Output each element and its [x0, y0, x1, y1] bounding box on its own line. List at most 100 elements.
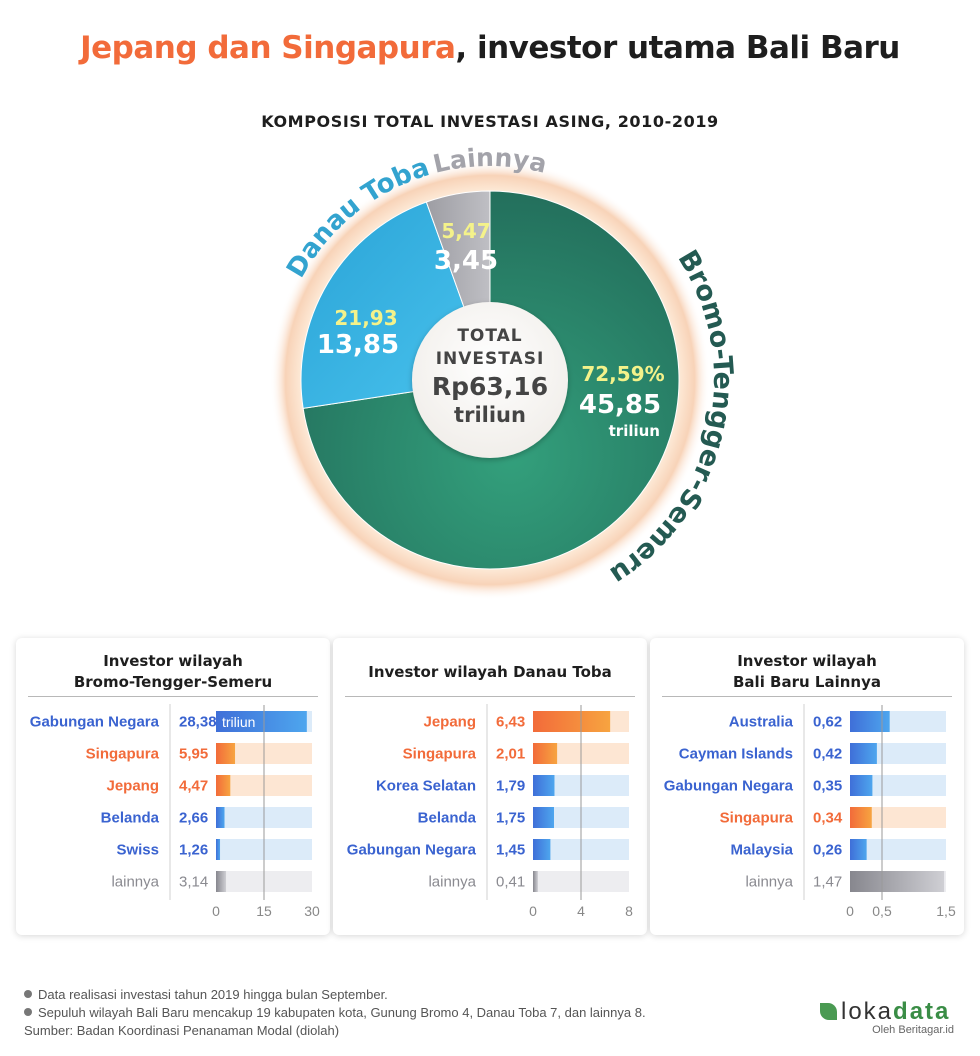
tick-label: 8: [625, 903, 633, 919]
center-label: INVESTASI: [436, 349, 545, 369]
bar-chart: Australia 0,62 Cayman Islands 0,42 Gabungan …: [664, 704, 956, 919]
center-unit: triliun: [454, 403, 526, 427]
unit-label: triliun: [222, 714, 255, 730]
bar: [533, 711, 611, 732]
category-label: Korea Selatan: [376, 778, 476, 795]
panel-title-line: Investor wilayah Danau Toba: [368, 663, 612, 681]
category-label: Australia: [729, 714, 794, 731]
page-title-accent: Jepang dan Singapura: [80, 30, 456, 66]
value-label: 3,14: [179, 874, 208, 891]
footnote: Data realisasi investasi tahun 2019 hing…: [24, 986, 646, 1004]
tick-label: 4: [577, 903, 585, 919]
panel-title-danau-toba: Investor wilayah Danau Toba: [333, 662, 647, 683]
category-label: Singapura: [403, 746, 477, 763]
brand-name-part: loka: [841, 998, 894, 1025]
category-label: Belanda: [101, 810, 160, 827]
value-label: 1,26: [179, 842, 208, 859]
bar: [216, 775, 231, 796]
category-label: Gabungan Negara: [664, 778, 794, 795]
bar: [533, 839, 551, 860]
slice-value-label: 45,85: [579, 390, 661, 420]
bar-track: [850, 775, 946, 796]
bar: [850, 743, 877, 764]
value-label: 1,79: [496, 778, 525, 795]
page-title-rest: , investor utama Bali Baru: [455, 30, 900, 66]
panel-title-lainnya: Investor wilayah Bali Baru Lainnya: [650, 651, 964, 693]
category-label: Singapura: [720, 810, 794, 827]
investment-donut-chart: TOTALINVESTASIRp63,16triliun72,59%45,85t…: [270, 143, 738, 600]
panel-title-line: Bromo-Tengger-Semeru: [73, 673, 273, 691]
brand-byline: Oleh Beritagar.id: [872, 1024, 954, 1036]
bar: [216, 839, 221, 860]
center-total-value: Rp63,16: [432, 372, 548, 401]
bar: [533, 743, 558, 764]
bar: [533, 775, 555, 796]
footnote: Sepuluh wilayah Bali Baru mencakup 19 ka…: [24, 1004, 646, 1022]
bar: [850, 871, 945, 892]
brand: lokadata Oleh Beritagar.id: [820, 998, 960, 1036]
donut-center-hub: [412, 302, 568, 458]
tick-label: 1,5: [936, 903, 956, 919]
category-label: lainnya: [111, 874, 159, 891]
value-label: 1,47: [813, 874, 842, 891]
bar: [216, 871, 227, 892]
value-label: 5,95: [179, 746, 208, 763]
bar: [850, 711, 890, 732]
category-label: Cayman Islands: [679, 746, 793, 763]
value-label: 0,35: [813, 778, 842, 795]
panel-danau-toba: Investor wilayah Danau Toba Jepang 6,43 Si…: [333, 638, 647, 935]
bar-chart: Gabungan Negara 28,38 Singapura 5,95 Jepang 4…: [30, 704, 320, 919]
tick-label: 0: [529, 903, 537, 919]
category-label: Jepang: [106, 778, 159, 795]
value-label: 1,45: [496, 842, 525, 859]
bar: [533, 871, 538, 892]
bar: [850, 839, 867, 860]
center-label: TOTAL: [457, 326, 522, 346]
slice-percent-label: 21,93: [334, 306, 397, 330]
tick-label: 0: [212, 903, 220, 919]
tick-label: 15: [256, 903, 272, 919]
panel-divider: [345, 696, 635, 697]
category-label: Gabungan Negara: [347, 842, 477, 859]
tick-label: 0,5: [872, 903, 892, 919]
page-title: Jepang dan Singapura, investor utama Bal…: [0, 30, 980, 66]
panel-title-line: Investor wilayah: [737, 652, 877, 670]
chart-subtitle: KOMPOSISI TOTAL INVESTASI ASING, 2010-20…: [261, 112, 719, 131]
tick-label: 0: [846, 903, 854, 919]
category-label: Swiss: [116, 842, 159, 859]
value-label: 1,75: [496, 810, 525, 827]
slice-unit-label: triliun: [609, 422, 660, 440]
category-label: Belanda: [418, 810, 477, 827]
slice-value-label: 13,85: [317, 330, 399, 360]
slice-percent-label: 5,47: [441, 219, 490, 243]
value-label: 6,43: [496, 714, 525, 731]
bar-track: [850, 839, 946, 860]
panel-title-line: Investor wilayah: [103, 652, 243, 670]
panel-divider: [28, 696, 318, 697]
category-label: lainnya: [745, 874, 793, 891]
bar: [216, 743, 236, 764]
value-label: 0,34: [813, 810, 843, 827]
panel-title-bromo: Investor wilayah Bromo-Tengger-Semeru: [16, 651, 330, 693]
slice-percent-label: 72,59%: [581, 362, 664, 386]
value-label: 28,38: [179, 714, 217, 731]
category-label: Singapura: [86, 746, 160, 763]
value-label: 0,41: [496, 874, 525, 891]
bar-chart: Jepang 6,43 Singapura 2,01 Korea Selatan 1,79…: [347, 704, 633, 919]
value-label: 2,66: [179, 810, 208, 827]
bar: [533, 807, 554, 828]
panel-bromo: Investor wilayah Bromo-Tengger-Semeru Gab…: [16, 638, 330, 935]
bar-track: [850, 807, 946, 828]
bullet-icon: [24, 990, 32, 998]
panel-lainnya: Investor wilayah Bali Baru Lainnya Austra…: [650, 638, 964, 935]
bar: [850, 775, 873, 796]
bullet-icon: [24, 1008, 32, 1016]
bar: [216, 807, 225, 828]
value-label: 4,47: [179, 778, 208, 795]
bar: [216, 711, 307, 732]
value-label: 0,42: [813, 746, 842, 763]
category-label: Jepang: [423, 714, 476, 731]
bar: [850, 807, 872, 828]
category-label: Malaysia: [730, 842, 793, 859]
brand-name-part: data: [893, 998, 951, 1025]
